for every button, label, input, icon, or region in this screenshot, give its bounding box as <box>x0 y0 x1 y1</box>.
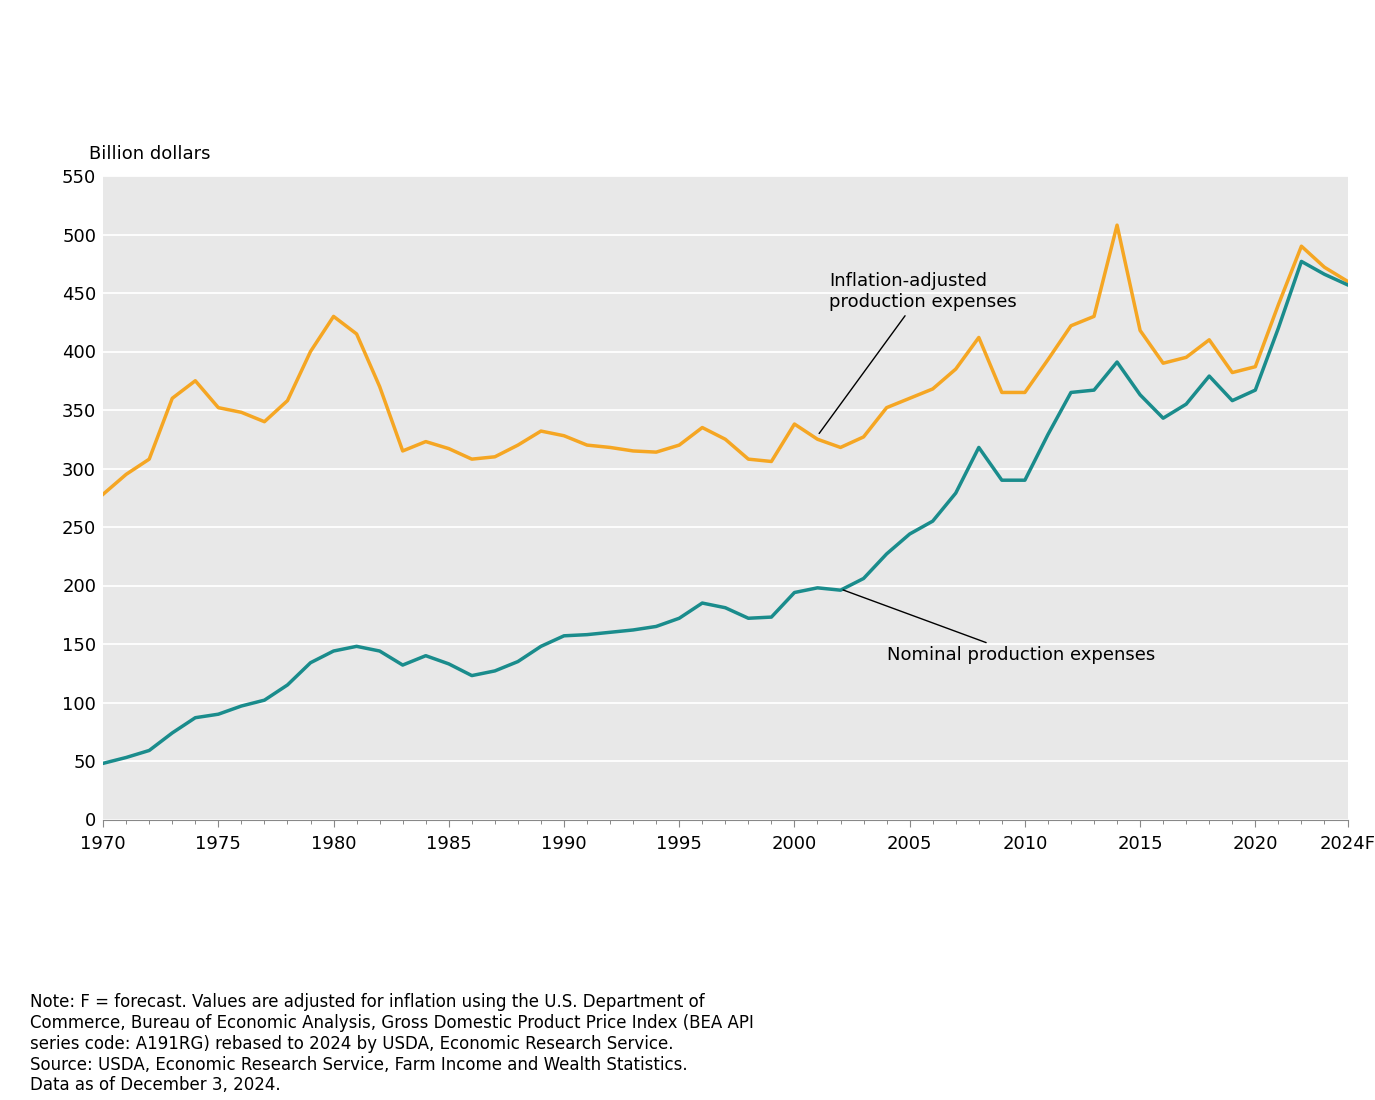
Text: expenses, 1970–2024F: expenses, 1970–2024F <box>30 102 403 130</box>
Text: Nominal and inflation-adjusted U.S. farm production: Nominal and inflation-adjusted U.S. farm… <box>30 31 894 58</box>
Text: Inflation-adjusted
production expenses: Inflation-adjusted production expenses <box>820 272 1016 433</box>
Text: Note: F = forecast. Values are adjusted for inflation using the U.S. Department : Note: F = forecast. Values are adjusted … <box>30 993 754 1094</box>
Text: Nominal production expenses: Nominal production expenses <box>843 590 1155 664</box>
Text: Billion dollars: Billion dollars <box>89 145 210 163</box>
